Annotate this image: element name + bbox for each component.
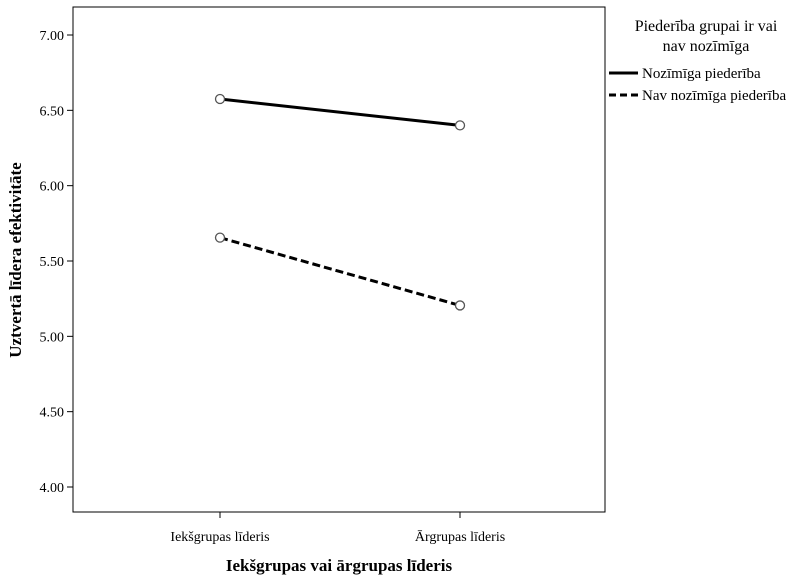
- series-line-significant: [219, 97, 461, 127]
- legend-title-line-1: Piederība grupai ir vai: [635, 18, 778, 35]
- data-point-marker: [214, 93, 226, 105]
- y-tick-label: 6.50: [40, 104, 65, 119]
- series-layer: [214, 93, 466, 311]
- series-line-not-significant: [219, 236, 461, 307]
- data-point-marker: [454, 300, 466, 311]
- y-tick-label: 6.00: [40, 180, 65, 195]
- y-axis-title: Uztvertā līdera efektivitāte: [6, 162, 25, 358]
- x-axis: Iekšgrupas līderis Ārgrupas līderis: [170, 512, 505, 545]
- legend-label-significant: Nozīmīga piederība: [642, 66, 761, 82]
- y-tick-label: 5.50: [40, 255, 65, 270]
- y-tick-label: 5.00: [40, 330, 65, 345]
- x-tick-label: Iekšgrupas līderis: [170, 530, 269, 545]
- y-axis: 4.00 4.50 5.00 5.50 6.00 6.50 7.00: [40, 29, 73, 496]
- data-point-marker: [454, 120, 466, 131]
- x-tick-label: Ārgrupas līderis: [415, 529, 505, 545]
- y-tick-label: 4.00: [40, 481, 65, 496]
- legend-label-not-significant: Nav nozīmīga piederība: [642, 88, 786, 104]
- x-axis-title: Iekšgrupas vai ārgrupas līderis: [226, 556, 453, 575]
- y-tick-label: 7.00: [40, 29, 65, 44]
- y-tick-label: 4.50: [40, 406, 65, 421]
- legend-title-line-2: nav nozīmīga: [663, 38, 750, 55]
- data-point-marker: [214, 232, 226, 243]
- plot-area: [72, 6, 606, 513]
- legend: Piederība grupai ir vai nav nozīmīga Noz…: [609, 18, 786, 104]
